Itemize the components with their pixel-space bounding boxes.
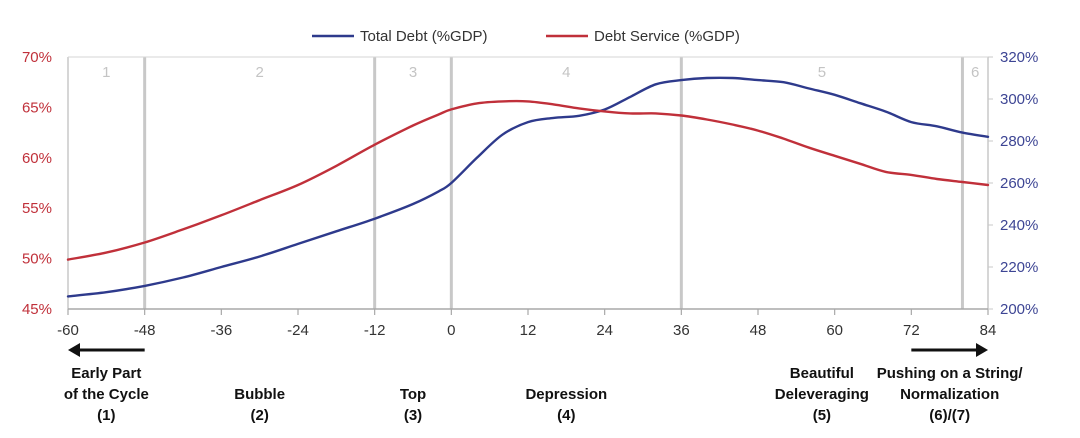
stage-label-line: Pushing on a String/: [877, 365, 1024, 382]
total-debt-line: [66, 76, 990, 298]
x-tick-label: -48: [134, 322, 156, 339]
right-y-tick-label: 320%: [1000, 49, 1038, 66]
x-tick-label: 0: [447, 322, 455, 339]
axes: -60 -48 -36 -24 -12 0 12 24 36 48 60 72 8445%50%55%6…: [22, 49, 1038, 339]
x-tick-label: -12: [364, 322, 386, 339]
stage-label-line: of the Cycle: [64, 386, 149, 403]
stage-label-line: Early Part: [71, 365, 141, 382]
stage-label-line: (2): [250, 407, 268, 424]
right-y-tick-label: 200%: [1000, 301, 1038, 318]
left-y-tick-label: 55%: [22, 200, 52, 217]
x-tick-label: -60: [57, 322, 79, 339]
left-y-tick-label: 65%: [22, 99, 52, 116]
legend-label-debt-service: Debt Service (%GDP): [594, 28, 740, 45]
left-y-tick-label: 70%: [22, 49, 52, 66]
stage-label-line: Depression: [525, 386, 607, 403]
x-tick-label: 12: [520, 322, 537, 339]
stage-label-line: (6)/(7): [929, 407, 970, 424]
stage-label-line: (4): [557, 407, 575, 424]
phase-number-label: 6: [971, 64, 979, 81]
legend: Total Debt (%GDP) Debt Service (%GDP): [312, 28, 740, 45]
right-y-tick-label: 240%: [1000, 217, 1038, 234]
stage-labels: Early Part of the Cycle (1) Bubble (2) Top (3)…: [64, 343, 1024, 424]
right-y-tick-label: 220%: [1000, 259, 1038, 276]
phase-number-label: 1: [102, 64, 110, 81]
x-tick-label: 60: [826, 322, 843, 339]
stage-label-line: Normalization: [900, 386, 999, 403]
right-y-tick-label: 260%: [1000, 175, 1038, 192]
debt-service-line: [66, 99, 990, 261]
right-y-tick-label: 300%: [1000, 91, 1038, 108]
legend-label-total-debt: Total Debt (%GDP): [360, 28, 488, 45]
left-y-tick-label: 60%: [22, 150, 52, 167]
right-arrow-head: [976, 343, 988, 357]
phase-number-label: 4: [562, 64, 570, 81]
left-y-tick-label: 45%: [22, 301, 52, 318]
stage-label-line: Bubble: [234, 386, 285, 403]
phase-number-label: 5: [818, 64, 826, 81]
left-y-tick-label: 50%: [22, 251, 52, 268]
x-tick-label: 36: [673, 322, 690, 339]
x-tick-label: 84: [980, 322, 997, 339]
stage-label-line: Deleveraging: [775, 386, 869, 403]
x-tick-label: 72: [903, 322, 920, 339]
x-tick-label: -36: [210, 322, 232, 339]
x-tick-label: 48: [750, 322, 767, 339]
stage-label-line: (5): [813, 407, 831, 424]
x-tick-label: 24: [596, 322, 613, 339]
stage-label-line: (1): [97, 407, 115, 424]
stage-label-line: (3): [404, 407, 422, 424]
x-tick-label: -24: [287, 322, 309, 339]
phase-number-label: 2: [255, 64, 263, 81]
left-arrow-head: [68, 343, 80, 357]
stage-label-line: Beautiful: [790, 365, 854, 382]
phase-number-label: 3: [409, 64, 417, 81]
stage-label-line: Top: [400, 386, 426, 403]
right-y-tick-label: 280%: [1000, 133, 1038, 150]
series-lines: [66, 76, 990, 298]
